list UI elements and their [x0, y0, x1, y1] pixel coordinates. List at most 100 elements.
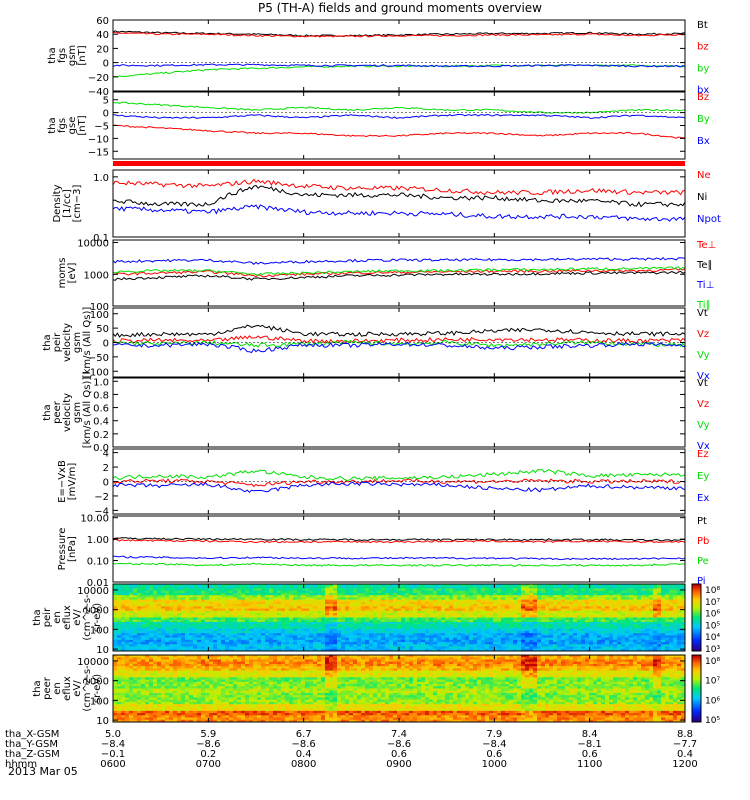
spectrogram-cell — [313, 613, 318, 616]
spectrogram-cell — [369, 586, 374, 589]
spectrogram-cell — [661, 646, 666, 650]
y-tick-label: 50 — [96, 324, 109, 335]
spectrogram-cell — [409, 595, 414, 598]
spectrogram-cell — [553, 613, 558, 616]
spectrogram-cell — [209, 633, 214, 636]
spectrogram-cell — [561, 606, 566, 609]
spectrogram-cell — [417, 606, 422, 609]
spectrogram-cell — [181, 595, 186, 598]
spectrogram-cell — [429, 642, 434, 645]
spectrogram-cell — [125, 684, 130, 687]
spectrogram-cell — [477, 633, 482, 636]
spectrogram-cell — [113, 661, 118, 665]
spectrogram-cell — [117, 710, 122, 714]
spectrogram-cell — [413, 610, 418, 614]
spectrogram-cell — [313, 644, 318, 647]
spectrogram-cell — [561, 617, 566, 621]
spectrogram-cell — [677, 633, 682, 636]
spectrogram-cell — [673, 595, 678, 598]
spectrogram-cell — [117, 646, 122, 650]
spectrogram-cell — [601, 619, 606, 623]
spectrogram-cell — [609, 590, 614, 594]
spectrogram-cell — [217, 588, 222, 592]
spectrogram-cell — [133, 681, 138, 685]
spectrogram-cell — [629, 584, 634, 587]
spectrogram-cell — [489, 586, 494, 589]
spectrogram-cell — [581, 646, 586, 650]
spectrogram-cell — [125, 613, 130, 616]
spectrogram-cell — [581, 635, 586, 638]
spectrogram-cell — [381, 610, 386, 614]
spectrogram-cell — [429, 621, 434, 625]
spectrogram-cell — [165, 646, 170, 650]
spectrogram-cell — [149, 599, 154, 603]
spectrogram-cell — [169, 624, 174, 627]
spectrogram-cell — [409, 590, 414, 594]
spectrogram-cell — [561, 639, 566, 643]
spectrogram-cell — [229, 601, 234, 605]
spectrogram-cell — [201, 626, 206, 630]
spectrogram-cell — [497, 630, 502, 634]
spectrogram-cell — [177, 619, 182, 623]
spectrogram-cell — [137, 710, 142, 714]
spectrogram-cell — [545, 644, 550, 647]
spectrogram-cell — [421, 590, 426, 594]
spectrogram-cell — [645, 595, 650, 598]
spectrogram-cell — [453, 613, 458, 616]
spectrogram-cell — [581, 626, 586, 630]
spectrogram-cell — [413, 586, 418, 589]
spectrogram-cell — [669, 601, 674, 605]
spectrogram-cell — [405, 628, 410, 632]
spectrogram-cell — [253, 610, 258, 614]
spectrogram-cell — [333, 644, 338, 647]
spectrogram-cell — [365, 633, 370, 636]
spectrogram-cell — [489, 608, 494, 612]
spectrogram-cell — [545, 633, 550, 636]
spectrogram-cell — [505, 630, 510, 634]
spectrogram-cell — [405, 599, 410, 603]
spectrogram-cell — [293, 633, 298, 636]
spectrogram-cell — [209, 615, 214, 618]
spectrogram-cell — [485, 626, 490, 630]
spectrogram-cell — [633, 592, 638, 596]
spectrogram-cell — [161, 648, 166, 652]
spectrogram-cell — [125, 604, 130, 607]
spectrogram-cell — [397, 642, 402, 645]
spectrogram-cell — [533, 621, 538, 625]
spectrogram-cell — [145, 606, 150, 609]
spectrogram-cell — [429, 639, 434, 643]
panel-frame — [112, 377, 686, 448]
spectrogram-cell — [329, 606, 334, 609]
spectrogram-cell — [137, 588, 142, 592]
spectrogram-cell — [121, 599, 126, 603]
spectrogram-cell — [517, 608, 522, 612]
spectrogram-cell — [481, 639, 486, 643]
spectrogram-cell — [529, 637, 534, 641]
spectrogram-cell — [613, 624, 618, 627]
spectrogram-cell — [649, 584, 654, 587]
spectrogram-cell — [341, 592, 346, 596]
spectrogram-cell — [617, 588, 622, 592]
spectrogram-cell — [225, 630, 230, 634]
spectrogram-cell — [121, 588, 126, 592]
spectrogram-cell — [497, 615, 502, 618]
spectrogram-cell — [317, 601, 322, 605]
spectrogram-cell — [149, 617, 154, 621]
spectrogram-cell — [181, 608, 186, 612]
spectrogram-cell — [425, 633, 430, 636]
spectrogram-cell — [413, 613, 418, 616]
spectrogram-cell — [573, 592, 578, 596]
spectrogram-cell — [597, 633, 602, 636]
spectrogram-cell — [217, 621, 222, 625]
spectrogram-cell — [497, 624, 502, 627]
spectrogram-cell — [133, 715, 138, 718]
spectrogram-cell — [545, 619, 550, 623]
spectrogram-cell — [325, 592, 330, 596]
spectrogram-cell — [677, 584, 682, 587]
spectrogram-cell — [305, 608, 310, 612]
spectrogram-cell — [557, 597, 562, 601]
spectrogram-cell — [657, 648, 662, 652]
spectrogram-cell — [621, 637, 626, 641]
spectrogram-cell — [465, 621, 470, 625]
spectrogram-cell — [653, 626, 658, 630]
